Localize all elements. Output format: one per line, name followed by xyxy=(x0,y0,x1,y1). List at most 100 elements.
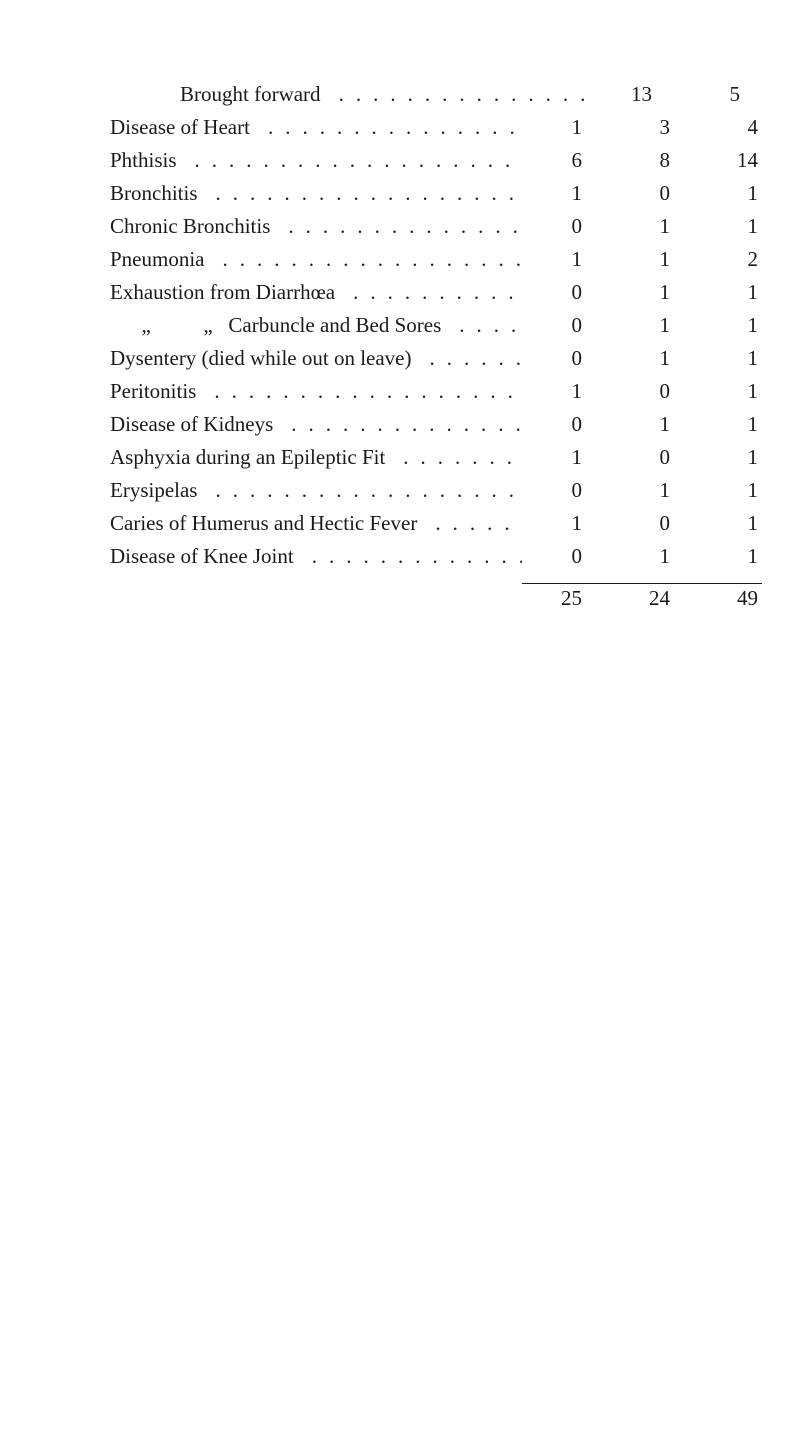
cell-col2: 0 xyxy=(582,511,670,536)
leader-dots: ................................ xyxy=(250,115,522,140)
document-page: Brought forward.........................… xyxy=(0,0,801,624)
leader-dots: ................................ xyxy=(294,544,522,569)
cell-col3: 1 xyxy=(670,214,758,239)
row-label-cell: Bronchitis..............................… xyxy=(110,181,522,206)
totals-row: 25 24 49 xyxy=(110,586,741,624)
cell-col2: 1 xyxy=(582,412,670,437)
cell-col1: 0 xyxy=(522,280,582,305)
table-row: Bronchitis..............................… xyxy=(110,181,741,214)
cell-col3: 1 xyxy=(670,412,758,437)
cell-col1: 0 xyxy=(522,214,582,239)
cell-col2: 1 xyxy=(582,346,670,371)
row-label: Brought forward xyxy=(180,82,321,107)
cell-col1: 0 xyxy=(522,346,582,371)
cell-col2: 1 xyxy=(582,313,670,338)
table-row: Disease of Heart........................… xyxy=(110,115,741,148)
row-label: Chronic Bronchitis xyxy=(110,214,270,239)
cell-col3: 1 xyxy=(670,511,758,536)
cell-col2: 0 xyxy=(582,379,670,404)
row-label: Caries of Humerus and Hectic Fever xyxy=(110,511,417,536)
row-label: „ „ Carbuncle and Bed Sores xyxy=(110,313,441,338)
cell-col1: 1 xyxy=(522,181,582,206)
table-row: Phthisis................................… xyxy=(110,148,741,181)
cell-col3: 1 xyxy=(670,181,758,206)
table-row: Erysipelas..............................… xyxy=(110,478,741,511)
leader-dots: ................................ xyxy=(177,148,522,173)
cell-col3: 1 xyxy=(670,346,758,371)
table-row: Peritonitis.............................… xyxy=(110,379,741,412)
row-label: Asphyxia during an Epileptic Fit xyxy=(110,445,385,470)
cell-col1: 0 xyxy=(522,412,582,437)
row-label: Disease of Heart xyxy=(110,115,250,140)
cell-col1: 1 xyxy=(522,511,582,536)
cell-col1: 0 xyxy=(522,478,582,503)
row-label-cell: Asphyxia during an Epileptic Fit........… xyxy=(110,445,522,470)
cell-col2: 1 xyxy=(582,478,670,503)
row-label-cell: Disease of Kidneys......................… xyxy=(110,412,522,437)
cell-col2: 0 xyxy=(582,445,670,470)
cell-col2: 0 xyxy=(582,181,670,206)
totals-col1: 25 xyxy=(522,586,582,611)
table-row: Pneumonia...............................… xyxy=(110,247,741,280)
cell-col3: 1 xyxy=(670,313,758,338)
table-row: Disease of Knee Joint...................… xyxy=(110,544,741,577)
table-row: Asphyxia during an Epileptic Fit........… xyxy=(110,445,741,478)
cell-col3: 18 xyxy=(740,82,801,107)
row-label: Erysipelas xyxy=(110,478,197,503)
table-row: Exhaustion from Diarrhœa................… xyxy=(110,280,741,313)
row-label-cell: Erysipelas..............................… xyxy=(110,478,522,503)
leader-dots: ................................ xyxy=(417,511,522,536)
cell-col3: 1 xyxy=(670,379,758,404)
cell-col1: 6 xyxy=(522,148,582,173)
cell-col3: 4 xyxy=(670,115,758,140)
leader-dots: ................................ xyxy=(196,379,522,404)
table-row: „ „ Carbuncle and Bed Sores.............… xyxy=(110,313,741,346)
cell-col2: 3 xyxy=(582,115,670,140)
row-label-cell: Exhaustion from Diarrhœa................… xyxy=(110,280,522,305)
table-row: Caries of Humerus and Hectic Fever......… xyxy=(110,511,741,544)
row-label-cell: Chronic Bronchitis......................… xyxy=(110,214,522,239)
leader-dots: ................................ xyxy=(441,313,522,338)
row-label: Peritonitis xyxy=(110,379,196,404)
row-label: Pneumonia xyxy=(110,247,205,272)
cell-col2: 8 xyxy=(582,148,670,173)
row-label-cell: Peritonitis.............................… xyxy=(110,379,522,404)
cell-col2: 1 xyxy=(582,214,670,239)
row-label: Phthisis xyxy=(110,148,177,173)
cell-col3: 1 xyxy=(670,478,758,503)
cell-col1: 1 xyxy=(522,247,582,272)
cell-col1: 1 xyxy=(522,379,582,404)
row-label-cell: Disease of Knee Joint...................… xyxy=(110,544,522,569)
cell-col3: 1 xyxy=(670,445,758,470)
leader-dots: ................................ xyxy=(335,280,522,305)
cell-col3: 2 xyxy=(670,247,758,272)
cell-col1: 1 xyxy=(522,115,582,140)
row-label: Disease of Knee Joint xyxy=(110,544,294,569)
cell-col2: 5 xyxy=(652,82,740,107)
row-label: Bronchitis xyxy=(110,181,198,206)
row-label-cell: Caries of Humerus and Hectic Fever......… xyxy=(110,511,522,536)
cell-col3: 1 xyxy=(670,280,758,305)
leader-dots: ................................ xyxy=(273,412,522,437)
row-label-cell: „ „ Carbuncle and Bed Sores.............… xyxy=(110,313,522,338)
totals-col3: 49 xyxy=(670,586,758,611)
totals-rule xyxy=(522,583,762,584)
row-label: Exhaustion from Diarrhœa xyxy=(110,280,335,305)
row-label-cell: Pneumonia...............................… xyxy=(110,247,522,272)
cell-col1: 0 xyxy=(522,544,582,569)
row-label-cell: Brought forward.........................… xyxy=(110,82,592,107)
table-row: Chronic Bronchitis......................… xyxy=(110,214,741,247)
cell-col1: 13 xyxy=(592,82,652,107)
table-row: Brought forward.........................… xyxy=(110,82,741,115)
cell-col2: 1 xyxy=(582,544,670,569)
leader-dots: ................................ xyxy=(198,181,523,206)
row-label: Dysentery (died while out on leave) xyxy=(110,346,412,371)
row-label-cell: Phthisis................................ xyxy=(110,148,522,173)
table-row: Disease of Kidneys......................… xyxy=(110,412,741,445)
leader-dots: ................................ xyxy=(205,247,523,272)
leader-dots: ................................ xyxy=(412,346,523,371)
cell-col3: 1 xyxy=(670,544,758,569)
leader-dots: ................................ xyxy=(321,82,592,107)
row-label: Disease of Kidneys xyxy=(110,412,273,437)
leader-dots: ................................ xyxy=(385,445,522,470)
